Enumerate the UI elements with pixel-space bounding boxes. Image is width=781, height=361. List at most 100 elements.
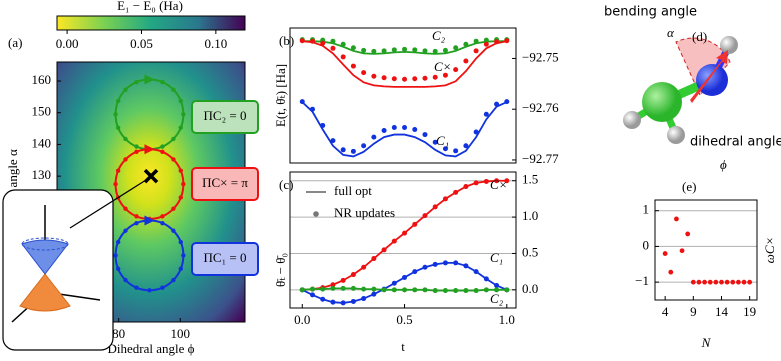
nr-point [402, 124, 408, 130]
nr-point [350, 285, 356, 291]
panel-label: (a) [8, 35, 22, 50]
nr-point [442, 47, 448, 53]
annotation: ΠC× = π [202, 175, 248, 190]
y-tick-label: 0.5 [522, 244, 538, 259]
annotation: ΠC₁ = 0 [204, 250, 247, 265]
nr-point [340, 300, 346, 306]
nr-point [361, 296, 367, 302]
nr-point [412, 76, 418, 82]
series-label: C₂ [490, 291, 504, 306]
legend-label: NR updates [334, 205, 395, 220]
nr-point [309, 286, 315, 292]
loop-point [171, 157, 176, 162]
nr-point [473, 180, 479, 186]
pointer-arrow [69, 179, 147, 229]
lower-cone [19, 273, 71, 312]
loop-point [134, 214, 139, 219]
loop-point [160, 285, 165, 290]
nr-point [504, 99, 510, 105]
nr-point [299, 287, 305, 293]
nr-point [309, 292, 315, 298]
loop-point [147, 288, 152, 293]
panel-label: (d) [692, 29, 707, 44]
series-label: C× [490, 177, 507, 192]
loop-point [160, 144, 165, 149]
nr-point [442, 72, 448, 78]
nr-point [453, 260, 459, 266]
nr-point [330, 282, 336, 288]
x-tick-label: 14 [715, 304, 729, 319]
y-tick-label: 140 [32, 135, 52, 150]
loop-point [181, 112, 186, 117]
nr-point [350, 45, 356, 51]
y-tick-label: −92.77 [522, 151, 559, 166]
point [685, 231, 691, 237]
plot-frame [289, 171, 517, 309]
loop-point [134, 149, 139, 155]
nr-point [473, 129, 479, 135]
nr-point [330, 45, 336, 51]
ci-marker [143, 168, 159, 184]
nr-point [340, 277, 346, 283]
nr-point [402, 46, 408, 52]
colorbar-tick-label: 0.00 [56, 36, 79, 51]
label: α [667, 25, 675, 40]
loop-point [113, 112, 118, 117]
label: dihedral angle [690, 135, 781, 150]
x-axis-label: N [701, 335, 712, 350]
loop-point [123, 87, 128, 92]
nr-point [504, 38, 510, 44]
nr-point [330, 285, 336, 291]
y-tick-label: 1.0 [522, 208, 538, 223]
atom [642, 82, 682, 122]
nr-point [422, 264, 428, 270]
x-tick-label: 0.5 [396, 312, 412, 327]
nr-point [371, 286, 377, 292]
point [662, 251, 668, 256]
annotation-fill [193, 102, 257, 132]
nr-point [412, 221, 418, 227]
x-axis-label: Dihedral angle ϕ [108, 341, 195, 356]
point [730, 279, 736, 285]
nr-point [473, 48, 479, 54]
loop-point [115, 239, 121, 245]
loop-point [134, 220, 139, 226]
nr-point [350, 63, 356, 69]
point [741, 279, 747, 285]
loop-arrow [144, 144, 155, 155]
upper-cone-rim [21, 237, 69, 251]
y-axis-label: E(t, θ̄ₜ) [Ha] [273, 64, 288, 127]
nr-point [453, 67, 459, 73]
atom [623, 111, 641, 129]
loop-point [171, 277, 176, 283]
nr-point [453, 148, 459, 154]
colorbar-title: E₁ − E₀ (Ha) [117, 0, 183, 13]
point [736, 279, 741, 285]
nr-point [463, 58, 469, 64]
nr-point [402, 76, 408, 82]
y-tick-label: 0 [643, 237, 650, 252]
nr-point [432, 74, 438, 80]
nr-point [483, 276, 489, 282]
nr-point [381, 287, 387, 293]
label: ϕ [720, 157, 727, 172]
y-tick-label: 0.0 [522, 281, 538, 296]
nr-point [422, 213, 428, 219]
nr-point [391, 124, 397, 130]
nr-point [340, 54, 346, 60]
y-tick-label: 130 [32, 167, 52, 182]
legend-label: full opt [334, 183, 372, 198]
angle-fan [675, 37, 731, 96]
point [690, 279, 696, 285]
nr-point [361, 47, 367, 53]
y-tick-label: 1 [643, 202, 650, 217]
series-label: C₁ [436, 133, 449, 148]
loop-point [160, 214, 165, 219]
annotation-box [191, 242, 259, 276]
nr-point [320, 286, 326, 292]
nr-point [350, 148, 356, 154]
nr-point [350, 298, 356, 304]
nr-point [412, 287, 418, 293]
point [702, 279, 707, 285]
nr-point [371, 291, 377, 297]
